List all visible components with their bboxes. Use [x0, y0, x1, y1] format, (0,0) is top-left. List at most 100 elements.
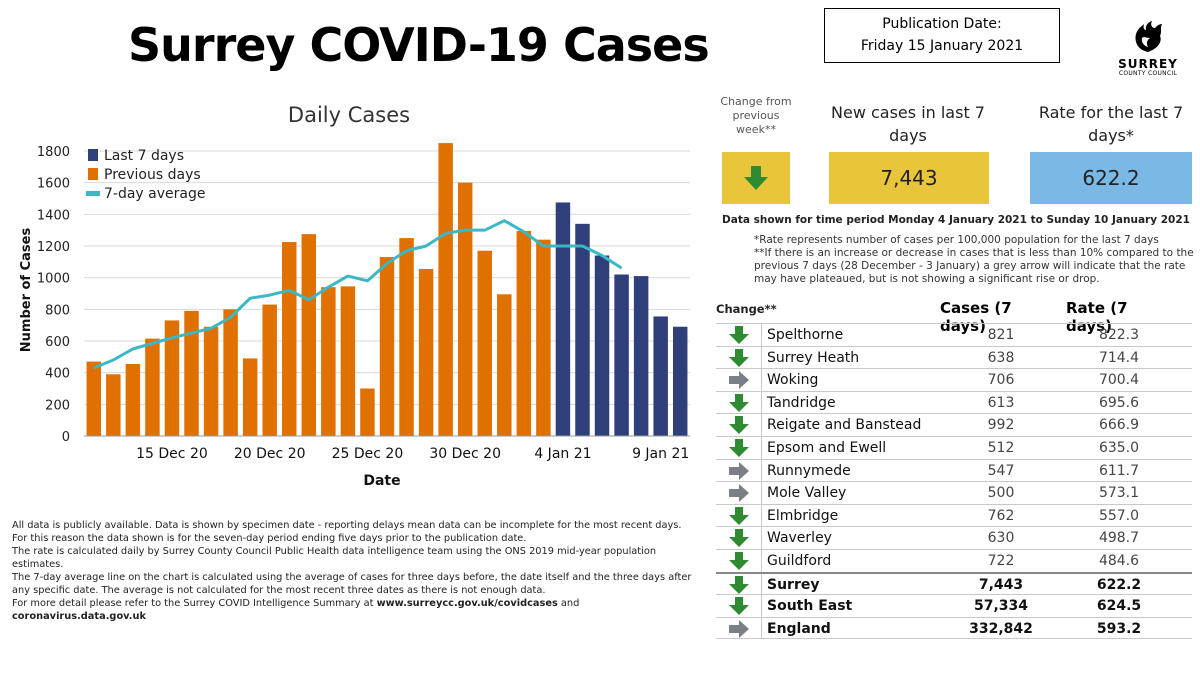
table-row: Surrey Heath 638 714.4	[716, 345, 1192, 369]
y-tick-label: 600	[45, 335, 70, 350]
down-arrow-icon	[744, 166, 768, 190]
y-tick-label: 200	[45, 398, 70, 413]
rate-value: 593.2	[1096, 620, 1142, 637]
table-row: Epsom and Ewell 512 635.0	[716, 435, 1192, 459]
y-tick-label: 800	[45, 303, 70, 318]
y-tick-label: 1000	[37, 272, 70, 287]
down-arrow-icon	[729, 326, 749, 344]
cases-value: 613	[987, 394, 1015, 411]
surreycc-link[interactable]: www.surreycc.gov.uk/covidcases	[376, 598, 558, 609]
x-tick-label: 4 Jan 21	[534, 446, 591, 462]
area-name: Woking	[767, 372, 819, 389]
bar-last-7-days	[672, 326, 688, 436]
bar-previous-days	[497, 294, 512, 436]
cases-value: 722	[987, 552, 1015, 569]
cases-value: 512	[987, 439, 1015, 456]
footnotes: All data is publicly available. Data is …	[12, 519, 702, 623]
footnote-line: The 7-day average line on the chart is c…	[12, 572, 692, 596]
rate-value: 557.0	[1098, 507, 1140, 524]
logo-text-surrey: SURREY	[1118, 57, 1178, 71]
table-header-rate: Rate (7 days)	[1066, 299, 1128, 335]
right-arrow-icon	[729, 484, 749, 503]
legend-label: Last 7 days	[104, 148, 184, 164]
bar-last-7-days	[653, 316, 668, 436]
rate-value: 624.5	[1096, 598, 1142, 615]
bar-last-7-days	[555, 202, 571, 436]
y-tick-label: 1600	[37, 177, 70, 192]
bar-last-7-days	[633, 276, 649, 436]
right-arrow-icon	[729, 619, 749, 638]
area-name: Surrey Heath	[767, 349, 860, 366]
seven-day-average-line	[93, 219, 623, 370]
area-name: Tandridge	[767, 394, 836, 411]
bar-previous-days	[438, 143, 453, 437]
rate-value: 700.4	[1098, 372, 1140, 389]
cases-value: 7,443	[978, 576, 1024, 593]
area-name: Mole Valley	[767, 485, 847, 502]
new-cases-value: 7,443	[880, 166, 938, 190]
bar-previous-days	[457, 182, 473, 436]
legend-swatch	[88, 149, 98, 161]
down-arrow-icon	[729, 529, 749, 548]
logo-text-council: COUNTY COUNCIL	[1118, 70, 1178, 77]
area-name: Epsom and Ewell	[767, 439, 887, 456]
area-name: Guildford	[767, 552, 832, 569]
publication-label: Publication Date:	[882, 16, 1002, 32]
y-tick-label: 0	[62, 430, 70, 445]
total-row: Surrey 7,443 622.2	[716, 571, 1192, 595]
cases-value: 706	[987, 372, 1015, 389]
area-name: England	[767, 620, 831, 637]
bar-previous-days	[516, 230, 532, 436]
total-row: England 332,842 593.2	[716, 616, 1192, 640]
cases-value: 638	[987, 349, 1015, 366]
rate-value: 573.1	[1098, 485, 1140, 502]
rate-value: 666.9	[1098, 417, 1140, 434]
footnote-line: For more detail please refer to the Surr…	[12, 597, 702, 623]
new-cases-label: New cases in last 7 days	[831, 103, 985, 145]
table-row: Mole Valley 500 573.1	[716, 481, 1192, 504]
bar-previous-days	[164, 320, 180, 436]
surrey-logo: SURREY COUNTY COUNCIL	[1112, 20, 1184, 82]
cases-value: 630	[987, 530, 1015, 547]
district-table: Spelthorne 821 822.3 Surrey Heath 638 714.4 Wo…	[716, 323, 1192, 640]
table-header-cases: Cases (7 days)	[940, 299, 1012, 335]
right-arrow-icon	[729, 371, 749, 390]
area-name: South East	[767, 598, 853, 615]
cases-value: 500	[987, 485, 1015, 502]
total-row: South East 57,334 624.5	[716, 594, 1192, 617]
rate-value: 822.3	[1098, 327, 1140, 343]
footnote-text: and	[557, 598, 580, 609]
arrow-footnote: **If there is an increase or decrease in…	[754, 247, 1194, 285]
gov-data-link[interactable]: coronavirus.data.gov.uk	[12, 611, 146, 622]
footnote-text: For more detail please refer to the Surr…	[12, 598, 377, 609]
table-row: Reigate and Banstead 992 666.9	[716, 413, 1192, 436]
rate-value: 635.0	[1098, 439, 1140, 456]
rate-value: 714.4	[1098, 349, 1140, 366]
table-row: Guildford 722 484.6	[716, 548, 1192, 572]
legend-swatch	[86, 191, 100, 196]
x-tick-label: 25 Dec 20	[332, 446, 404, 462]
table-row: Spelthorne 821 822.3	[716, 323, 1192, 346]
area-name: Surrey	[767, 576, 820, 593]
x-tick-label: 15 Dec 20	[136, 446, 208, 462]
down-arrow-icon	[729, 438, 749, 457]
y-tick-label: 1400	[37, 208, 70, 223]
legend-label: Previous days	[104, 167, 201, 183]
y-tick-label: 400	[45, 367, 70, 382]
bar-previous-days	[125, 363, 141, 436]
footnote-line: The rate is calculated daily by Surrey C…	[12, 546, 657, 570]
cases-value: 332,842	[969, 620, 1033, 637]
bar-last-7-days	[594, 255, 610, 436]
new-cases-value-box: 7,443	[829, 152, 989, 204]
bar-previous-days	[262, 304, 277, 436]
down-arrow-icon	[729, 393, 749, 412]
y-axis-label: Number of Cases	[19, 228, 34, 353]
change-from-previous-week-label: Change from previous week**	[720, 95, 792, 136]
cases-value: 992	[987, 417, 1015, 434]
rate-value: 484.6	[1098, 552, 1140, 569]
chart-title: Daily Cases	[288, 103, 410, 127]
x-tick-label: 9 Jan 21	[632, 446, 689, 462]
legend-swatch	[88, 168, 98, 180]
bar-previous-days	[106, 374, 121, 436]
rate-value-box: 622.2	[1030, 152, 1192, 204]
